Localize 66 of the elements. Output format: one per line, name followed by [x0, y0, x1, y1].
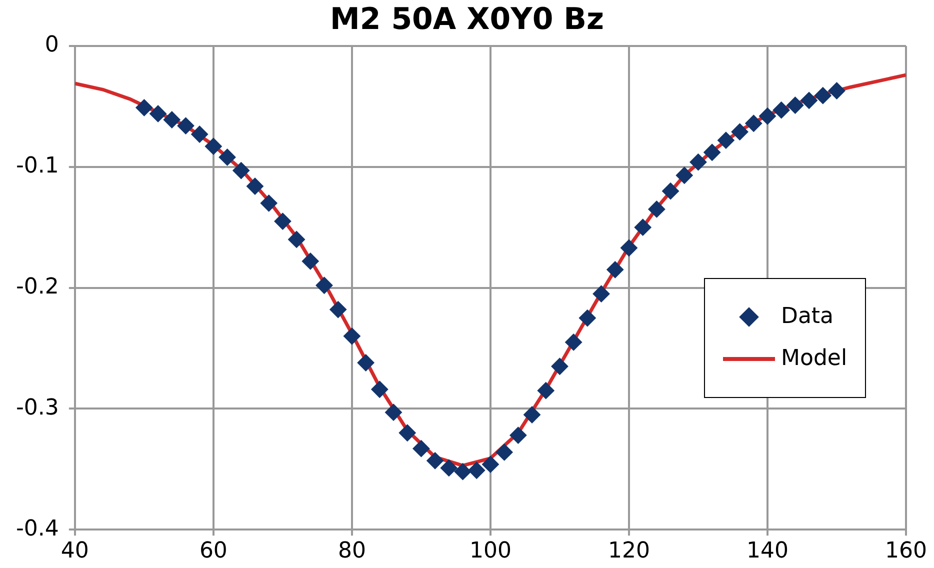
point [717, 132, 734, 149]
point [246, 178, 264, 195]
point [343, 328, 360, 345]
point [772, 102, 790, 119]
point [163, 111, 180, 128]
point [592, 285, 610, 302]
x-tick-label: 100 [469, 538, 512, 564]
point [440, 459, 458, 476]
x-tick-label: 160 [885, 538, 927, 564]
point [232, 162, 250, 180]
point [330, 301, 347, 318]
point [786, 96, 804, 114]
point [620, 239, 638, 256]
point [565, 334, 582, 351]
point [191, 126, 208, 143]
point [800, 92, 818, 109]
y-tick-label: 0 [44, 32, 59, 58]
point [537, 382, 554, 400]
point [510, 426, 527, 444]
point [704, 144, 721, 161]
point [218, 148, 236, 166]
point [412, 440, 430, 458]
point [177, 117, 194, 134]
x-tick-label: 40 [60, 538, 89, 564]
point [828, 82, 846, 100]
point [468, 462, 486, 479]
legend-label: Data [781, 304, 834, 330]
point [274, 212, 292, 230]
point [136, 99, 153, 116]
chart-title: M2 50A X0Y0 Bz [330, 2, 604, 37]
y-tick-label: -0.1 [16, 154, 59, 179]
point [578, 310, 596, 327]
point [426, 452, 444, 470]
point [316, 276, 333, 294]
point [150, 105, 167, 122]
point [524, 406, 541, 424]
point [745, 114, 762, 132]
y-tick-label: -0.4 [16, 516, 59, 542]
y-tick-label: -0.2 [16, 274, 59, 300]
point [676, 166, 693, 184]
point [204, 138, 222, 155]
x-tick-label: 120 [608, 538, 650, 564]
point [731, 123, 748, 140]
point [288, 230, 306, 248]
point [634, 218, 652, 236]
point [454, 463, 472, 480]
point [357, 354, 374, 372]
point [814, 87, 832, 104]
point [551, 358, 568, 375]
point [385, 404, 402, 421]
point [606, 261, 624, 278]
point [371, 380, 388, 398]
legend-label: Model [781, 346, 848, 372]
point [302, 252, 319, 270]
y-tick-label: -0.3 [16, 395, 59, 420]
x-tick-label: 60 [199, 538, 228, 564]
x-tick-label: 140 [746, 538, 788, 564]
point [648, 200, 666, 218]
point [690, 154, 707, 171]
point [662, 182, 680, 200]
point [260, 194, 278, 212]
x-tick-label: 80 [338, 538, 366, 564]
point [398, 424, 416, 442]
point [758, 108, 776, 125]
point [482, 456, 499, 473]
point [496, 444, 513, 461]
